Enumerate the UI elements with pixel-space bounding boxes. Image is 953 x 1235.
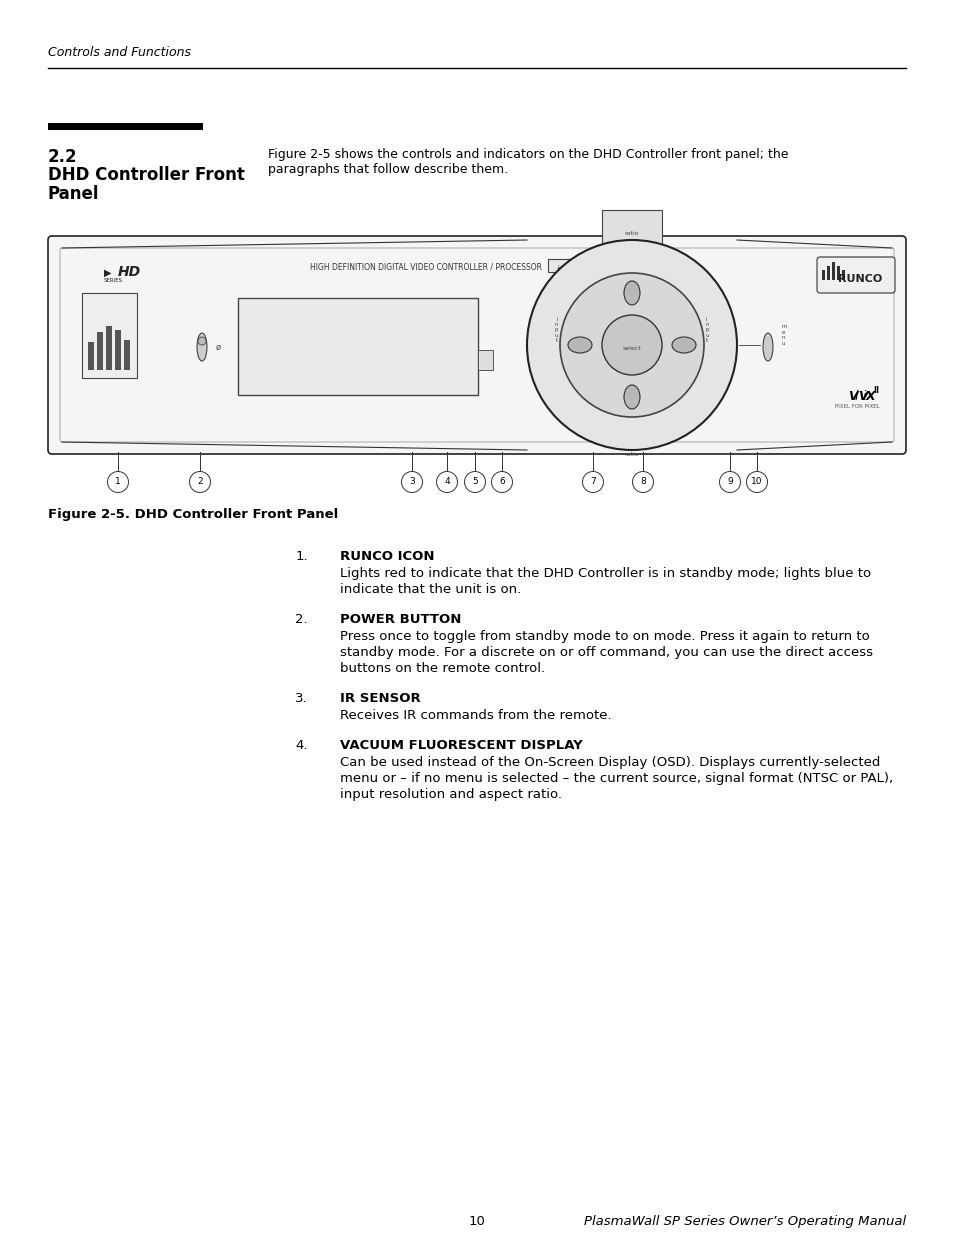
Bar (48, 124, 203, 130)
Bar (601, 210, 661, 245)
Circle shape (464, 472, 485, 493)
Text: Lights red to indicate that the DHD Controller is in standby mode; lights blue t: Lights red to indicate that the DHD Cont… (339, 567, 870, 580)
Text: 1: 1 (115, 478, 121, 487)
Text: 7: 7 (590, 478, 596, 487)
Circle shape (745, 472, 767, 493)
Bar (477, 350, 493, 370)
Bar (831, 262, 835, 280)
Ellipse shape (526, 240, 737, 450)
Text: buttons on the remote control.: buttons on the remote control. (339, 662, 544, 676)
Text: i
n
p
u
t: i n p u t (554, 316, 558, 343)
Text: i: i (862, 390, 865, 403)
Text: 3.: 3. (295, 692, 308, 705)
Text: menu or – if no menu is selected – the current source, signal format (NTSC or PA: menu or – if no menu is selected – the c… (339, 772, 892, 785)
Bar (841, 270, 844, 280)
Text: POWER BUTTON: POWER BUTTON (339, 613, 461, 626)
Ellipse shape (559, 273, 703, 417)
Text: Figure 2-5. DHD Controller Front Panel: Figure 2-5. DHD Controller Front Panel (48, 508, 338, 521)
Text: indicate that the unit is on.: indicate that the unit is on. (339, 583, 520, 597)
Text: 10: 10 (468, 1215, 485, 1228)
Bar (115, 330, 121, 370)
Text: paragraphs that follow describe them.: paragraphs that follow describe them. (268, 163, 508, 177)
Text: ratio: ratio (624, 231, 639, 236)
Bar (124, 340, 130, 370)
Text: V: V (857, 390, 866, 403)
Text: 8: 8 (639, 478, 645, 487)
Bar (547, 259, 576, 272)
Text: 2.2: 2.2 (48, 148, 77, 165)
Bar (836, 266, 840, 280)
Circle shape (632, 472, 653, 493)
Text: select: select (622, 347, 640, 352)
Bar (106, 326, 112, 370)
Circle shape (436, 472, 457, 493)
Text: Panel: Panel (48, 185, 99, 203)
Circle shape (401, 472, 422, 493)
Text: RUNCO: RUNCO (837, 274, 882, 284)
Text: 5: 5 (472, 478, 477, 487)
Text: i: i (854, 390, 858, 403)
Circle shape (190, 472, 211, 493)
Text: 4: 4 (444, 478, 450, 487)
Text: ▶: ▶ (104, 268, 112, 278)
Ellipse shape (762, 333, 772, 361)
Text: 2: 2 (197, 478, 203, 487)
Text: SERIES: SERIES (103, 278, 122, 283)
Text: HIGH DEFINITION DIGITAL VIDEO CONTROLLER / PROCESSOR: HIGH DEFINITION DIGITAL VIDEO CONTROLLER… (310, 263, 541, 272)
Circle shape (108, 472, 129, 493)
Text: 4.: 4. (295, 739, 308, 752)
Bar (237, 298, 477, 395)
Circle shape (582, 472, 603, 493)
Text: PIXEL FOR PIXEL: PIXEL FOR PIXEL (834, 404, 879, 409)
Text: Receives IR commands from the remote.: Receives IR commands from the remote. (339, 709, 611, 722)
Text: standby mode. For a discrete on or off command, you can use the direct access: standby mode. For a discrete on or off c… (339, 646, 872, 659)
Text: VACUUM FLUORESCENT DISPLAY: VACUUM FLUORESCENT DISPLAY (339, 739, 582, 752)
Ellipse shape (623, 282, 639, 305)
Text: isf: isf (557, 266, 566, 274)
Text: 10: 10 (750, 478, 762, 487)
Bar (97, 332, 103, 370)
Text: DHD Controller Front: DHD Controller Front (48, 165, 245, 184)
Text: PlasmaWall SP Series Owner’s Operating Manual: PlasmaWall SP Series Owner’s Operating M… (583, 1215, 905, 1228)
Text: Controls and Functions: Controls and Functions (48, 46, 191, 59)
Ellipse shape (196, 333, 207, 361)
Text: V: V (847, 390, 857, 403)
FancyBboxPatch shape (48, 236, 905, 454)
Bar (82, 293, 137, 378)
Text: 1.: 1. (295, 550, 308, 563)
Bar (821, 270, 824, 280)
Circle shape (491, 472, 512, 493)
Text: HD: HD (118, 266, 141, 279)
Text: i
n
p
u
t: i n p u t (705, 316, 709, 343)
Text: ratio: ratio (624, 452, 639, 457)
Bar (88, 342, 94, 370)
FancyBboxPatch shape (816, 257, 894, 293)
Text: 9: 9 (726, 478, 732, 487)
Ellipse shape (601, 315, 661, 375)
Ellipse shape (671, 337, 696, 353)
Circle shape (719, 472, 740, 493)
Ellipse shape (567, 337, 592, 353)
Text: Figure 2-5 shows the controls and indicators on the DHD Controller front panel; : Figure 2-5 shows the controls and indica… (268, 148, 788, 161)
Text: ø: ø (215, 342, 221, 352)
Circle shape (198, 337, 206, 345)
Bar (826, 266, 830, 280)
Text: IR SENSOR: IR SENSOR (339, 692, 420, 705)
Ellipse shape (623, 385, 639, 409)
Text: m
e
n
u: m e n u (781, 325, 786, 346)
Text: II: II (872, 387, 878, 395)
Text: Press once to toggle from standby mode to on mode. Press it again to return to: Press once to toggle from standby mode t… (339, 630, 869, 643)
Text: input resolution and aspect ratio.: input resolution and aspect ratio. (339, 788, 561, 802)
Text: 2.: 2. (295, 613, 308, 626)
Text: Can be used instead of the On-Screen Display (OSD). Displays currently-selected: Can be used instead of the On-Screen Dis… (339, 756, 880, 769)
Text: RUNCO ICON: RUNCO ICON (339, 550, 434, 563)
Text: 6: 6 (498, 478, 504, 487)
Text: X: X (865, 390, 875, 403)
Text: 3: 3 (409, 478, 415, 487)
